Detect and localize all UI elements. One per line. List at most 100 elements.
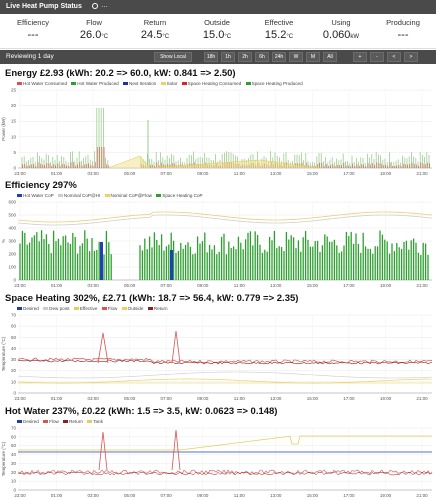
range-button-1h[interactable]: 1h (221, 52, 235, 62)
metric-value: 15.2 (264, 29, 287, 41)
x-tick-label: 19:00 (380, 493, 392, 498)
y-tick-label: 10 (11, 379, 17, 384)
range-button-month[interactable]: M (306, 52, 320, 62)
legend-item[interactable]: Space Heating Produced (251, 81, 303, 86)
range-button-18h[interactable]: 18h (204, 52, 218, 62)
y-tick-label: 20 (11, 368, 17, 373)
window-header: Live Heat Pump Status … (0, 0, 436, 14)
range-button-all[interactable]: All (323, 52, 337, 62)
y-tick-label: 0 (13, 488, 16, 493)
x-tick-label: 13:00 (270, 396, 282, 401)
legend-swatch (17, 82, 22, 86)
efficiency-chart[interactable]: 600 500 400 300 200 100 023:00 01:00 03:00 05:00 0… (0, 198, 436, 290)
x-tick-label: 21:00 (416, 171, 428, 176)
zoom-out-button[interactable]: - (370, 52, 384, 62)
metric-outside: Outside 15.0°C (186, 18, 248, 41)
legend-item[interactable]: Space Heating CoP (162, 193, 203, 198)
legend-item[interactable]: Flow (107, 306, 118, 311)
legend-item[interactable]: Hot Water Produced (77, 81, 119, 86)
title-suffix: … (101, 2, 108, 9)
zoom-in-button[interactable]: + (353, 52, 367, 62)
y-tick-label: 500 (8, 213, 16, 218)
legend-swatch (87, 420, 93, 424)
legend-item[interactable]: Effective (79, 306, 98, 311)
efficiency-title: Efficiency 297% (5, 180, 77, 191)
metric-label: Flow (86, 18, 102, 27)
legend-item[interactable]: Hot Water CoP (23, 193, 54, 198)
dew-point-line (17, 371, 433, 379)
x-tick-label: 13:00 (270, 283, 282, 288)
x-tick-label: 03:00 (87, 396, 99, 401)
x-tick-label: 17:00 (343, 396, 355, 401)
x-tick-label: 13:00 (270, 493, 282, 498)
x-tick-label: 03:00 (87, 493, 99, 498)
legend-item[interactable]: Space Heating Consumed (187, 81, 242, 86)
range-button-6h[interactable]: 6h (255, 52, 269, 62)
x-tick-label: 15:00 (307, 171, 319, 176)
energy-chart[interactable]: 25 20 15 10 5 023:00 01:00 03:00 05:00 07:00 09:00… (0, 86, 436, 178)
x-tick-label: 07:00 (161, 171, 173, 176)
metric-using: Using 0.060kW (310, 18, 372, 41)
space-heating-chart[interactable]: 70 60 50 40 30 20 10 023:00 01:00 03:00 05:00 07:00… (0, 311, 436, 403)
legend-item[interactable]: Solar (166, 81, 178, 86)
legend-swatch (73, 307, 79, 311)
x-tick-label: 19:00 (380, 283, 392, 288)
y-tick-label: 0 (13, 278, 16, 283)
metric-efficiency: Efficiency --- (2, 18, 64, 41)
flow-spike (171, 429, 181, 471)
legend-swatch (57, 194, 63, 198)
legend-item[interactable]: Nominal CoP@Flow (110, 193, 152, 198)
x-tick-label: 15:00 (307, 396, 319, 401)
x-tick-label: 05:00 (124, 283, 136, 288)
y-tick-label: 10 (11, 134, 17, 139)
legend-item[interactable]: Next Iteration (129, 81, 157, 86)
y-tick-label: 10 (11, 479, 17, 484)
y-tick-label: 400 (8, 226, 16, 231)
space-heating-title: Space Heating 302%, £2.71 (kWh: 18.7 => … (5, 293, 299, 304)
x-tick-label: 19:00 (380, 171, 392, 176)
legend-swatch (245, 82, 251, 86)
range-button-2h[interactable]: 2h (238, 52, 252, 62)
flow-line (17, 357, 433, 364)
y-tick-label: 15 (11, 119, 17, 124)
legend-swatch (147, 307, 153, 311)
y-tick-label: 300 (8, 239, 16, 244)
x-tick-label: 21:00 (416, 283, 428, 288)
legend-swatch (43, 420, 49, 424)
x-tick-label: 19:00 (380, 396, 392, 401)
legend-item[interactable]: Dew point (49, 306, 70, 311)
legend-swatch (63, 420, 69, 424)
range-button-week[interactable]: W (289, 52, 303, 62)
legend-swatch (104, 194, 110, 198)
legend-item[interactable]: Hot Water Consumed (23, 81, 67, 86)
flow-spike (97, 332, 109, 364)
hot-water-chart[interactable]: 70 60 50 40 30 20 10 023:00 01:00 03:00 05:00 07:00… (0, 424, 436, 500)
x-tick-label: 15:00 (307, 283, 319, 288)
x-tick-label: 09:00 (197, 493, 209, 498)
x-tick-label: 21:00 (416, 493, 428, 498)
metric-value: 24.5 (140, 29, 163, 41)
heat-pump-icon (92, 3, 98, 9)
metric-label: Using (331, 18, 351, 27)
legend-item[interactable]: Outside (127, 306, 144, 311)
y-axis-label: Temperature (°C) (1, 336, 6, 371)
legend-swatch (121, 307, 127, 311)
pan-right-button[interactable]: > (404, 52, 418, 62)
legend-item[interactable]: Nominal CoP@HI (63, 193, 101, 198)
show-local-button[interactable]: Show Local (154, 52, 192, 62)
legend-swatch (160, 82, 166, 86)
solar-area (107, 155, 321, 169)
pan-left-button[interactable]: < (387, 52, 401, 62)
metric-effective: Effective 15.2°C (248, 18, 310, 41)
y-tick-label: 30 (11, 357, 17, 362)
legend-item[interactable]: Desired (23, 306, 39, 311)
y-tick-label: 50 (11, 335, 17, 340)
legend-item[interactable]: Tank (93, 419, 103, 424)
legend-item[interactable]: Return (69, 419, 83, 424)
flow-spike (98, 431, 108, 471)
x-tick-label: 23:00 (14, 171, 26, 176)
legend-item[interactable]: Desired (23, 419, 39, 424)
range-button-24h[interactable]: 24h (272, 52, 286, 62)
legend-item[interactable]: Return (153, 306, 168, 311)
legend-item[interactable]: Flow (49, 419, 59, 424)
